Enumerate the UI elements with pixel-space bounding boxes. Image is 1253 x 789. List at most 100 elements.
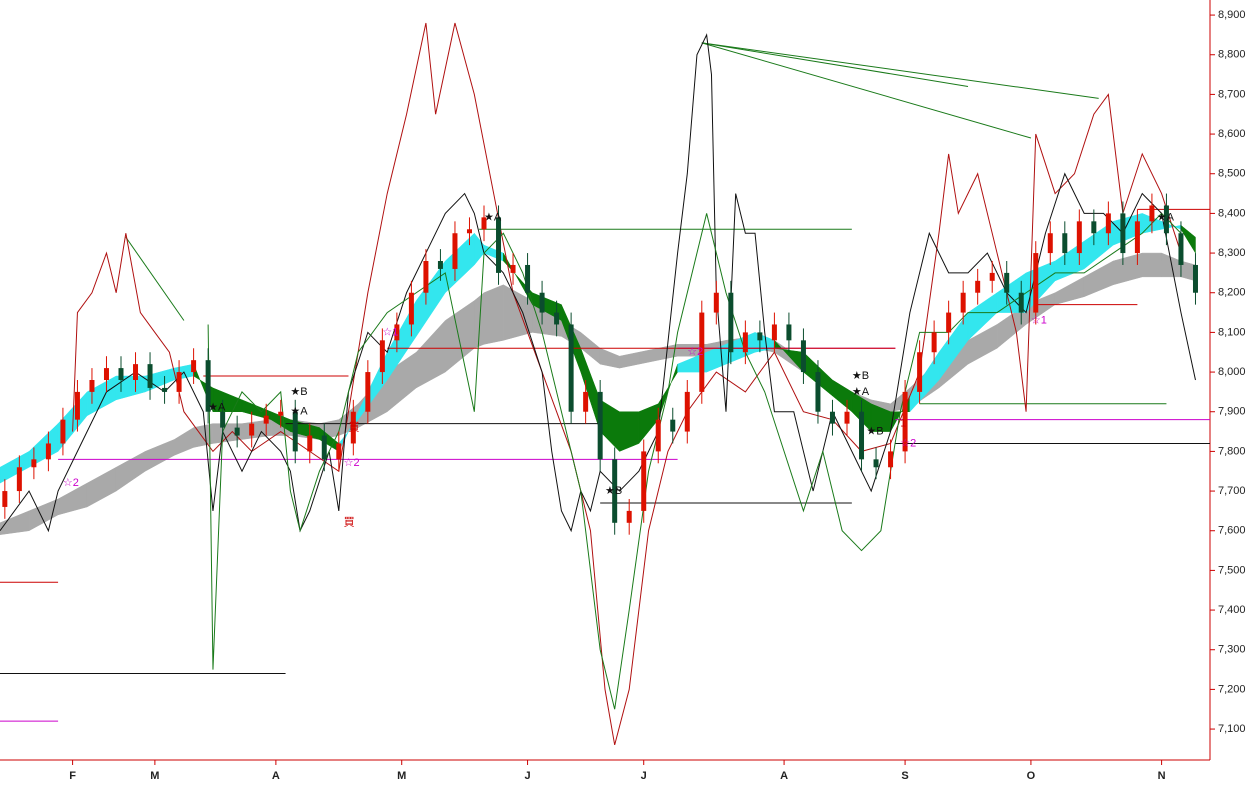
y-tick-label: 7,800 xyxy=(1218,445,1246,457)
annotation: ☆2 xyxy=(687,346,703,358)
candle-body xyxy=(597,391,603,460)
candle-body xyxy=(902,391,908,452)
y-tick-label: 8,100 xyxy=(1218,326,1246,338)
x-tick-label: A xyxy=(272,770,280,782)
candle xyxy=(539,280,545,325)
candle-body xyxy=(89,380,95,392)
candle xyxy=(89,368,95,404)
cloud-segment xyxy=(599,347,620,369)
candle xyxy=(496,205,502,285)
candle xyxy=(1076,209,1082,265)
annotation: 買 xyxy=(348,421,359,434)
candle xyxy=(307,423,313,464)
y-tick-label: 7,900 xyxy=(1218,406,1246,418)
candle xyxy=(554,300,560,337)
cloud-segment xyxy=(144,439,175,472)
candle xyxy=(45,431,51,472)
candle-body xyxy=(931,332,937,353)
annotation: ★A xyxy=(1157,211,1175,223)
candle-body xyxy=(133,364,139,380)
band-segment xyxy=(0,450,30,484)
candle xyxy=(452,221,458,281)
x-tick-label: F xyxy=(69,770,76,782)
candle-body xyxy=(234,427,240,436)
candle-body xyxy=(191,360,197,373)
y-tick-label: 8,600 xyxy=(1218,128,1246,140)
x-tick-label: A xyxy=(780,770,788,782)
candle xyxy=(626,498,632,535)
trend-line xyxy=(125,236,185,321)
candle-body xyxy=(481,217,487,230)
candle xyxy=(917,340,923,404)
y-tick-label: 8,400 xyxy=(1218,207,1246,219)
candle xyxy=(946,300,952,345)
candle xyxy=(16,455,22,503)
cloud-segment xyxy=(1054,276,1085,305)
candle xyxy=(1018,280,1024,325)
candle xyxy=(612,447,618,535)
candle-body xyxy=(1134,221,1140,254)
candle-body xyxy=(525,264,531,293)
candle xyxy=(786,312,792,353)
candle-body xyxy=(655,419,661,452)
candle-body xyxy=(205,360,211,412)
annotation: ☆1 xyxy=(382,326,398,338)
candle-body xyxy=(263,415,269,424)
candle xyxy=(583,380,589,424)
candle xyxy=(118,356,124,392)
cloud-segment xyxy=(619,351,640,369)
cloud-segment xyxy=(28,498,59,532)
candle xyxy=(568,312,574,424)
annotation: 1 xyxy=(900,418,906,430)
candle-body xyxy=(147,364,153,388)
candle-body xyxy=(2,491,8,507)
candle-body xyxy=(815,372,821,412)
candle xyxy=(1163,193,1169,246)
candle xyxy=(263,403,269,436)
candle xyxy=(888,439,894,480)
candle xyxy=(975,268,981,305)
candle-body xyxy=(437,261,443,269)
y-tick-label: 8,700 xyxy=(1218,88,1246,100)
candle xyxy=(844,399,850,436)
cloud-segment xyxy=(115,450,146,492)
trend-line xyxy=(701,42,1032,139)
candle-body xyxy=(307,435,313,452)
cloud-segment xyxy=(173,427,194,456)
cloud-segment xyxy=(1141,252,1162,278)
candle-body xyxy=(1163,205,1169,234)
candle xyxy=(931,320,937,365)
candle-body xyxy=(292,411,298,452)
candle xyxy=(147,352,153,400)
candle xyxy=(873,447,879,480)
annotation: ☆2 xyxy=(900,437,916,449)
band-segment xyxy=(832,379,853,413)
candle-body xyxy=(626,510,632,523)
candle-body xyxy=(917,352,923,392)
candle xyxy=(1105,201,1111,246)
band-segment xyxy=(599,399,620,453)
candle-body xyxy=(1149,205,1155,222)
y-tick-label: 8,900 xyxy=(1218,9,1246,21)
y-tick-label: 8,300 xyxy=(1218,247,1246,259)
trend-line xyxy=(701,42,1099,99)
candle-body xyxy=(278,411,284,416)
annotation: ☆1 xyxy=(1031,314,1047,326)
candle-body xyxy=(539,292,545,313)
candle xyxy=(699,300,705,404)
candle xyxy=(1178,221,1184,277)
candle xyxy=(1134,209,1140,265)
candle-body xyxy=(452,233,458,269)
candle xyxy=(350,399,356,456)
candle xyxy=(1004,261,1010,305)
annotation: ☆2 xyxy=(63,477,79,489)
candle-body xyxy=(1047,233,1053,254)
candle-body xyxy=(786,324,792,341)
candle xyxy=(902,380,908,464)
annotation: ★B xyxy=(852,370,869,382)
y-tick-label: 7,300 xyxy=(1218,644,1246,656)
candle xyxy=(365,360,371,424)
x-tick-label: M xyxy=(397,770,406,782)
x-tick-label: N xyxy=(1158,770,1166,782)
candle xyxy=(133,352,139,392)
